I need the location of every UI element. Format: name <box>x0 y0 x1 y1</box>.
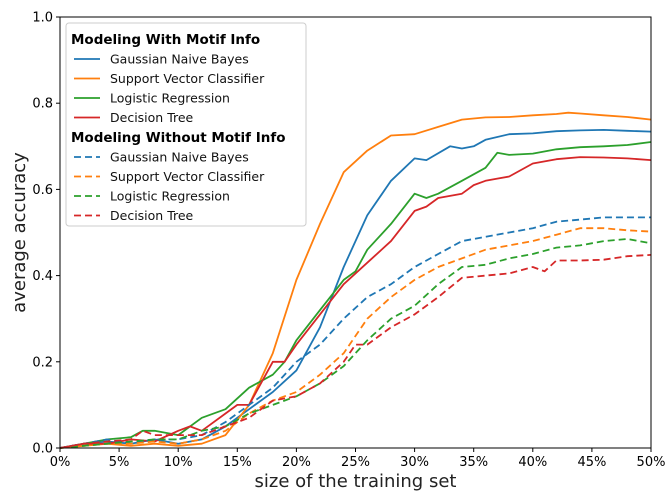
x-tick-label: 45% <box>577 455 606 470</box>
series-line-decision-tree-with-motif <box>59 156 652 449</box>
legend-box <box>65 22 307 227</box>
legend-entry: Gaussian Naive Bayes <box>110 150 249 165</box>
series-group-without-motif <box>59 216 652 449</box>
plot-area <box>59 111 652 449</box>
y-tick-label: 0.8 <box>32 97 53 112</box>
x-tick-label: 25% <box>341 455 370 470</box>
legend-entry: Support Vector Classifier <box>110 71 265 86</box>
x-axis: 0% 5% 10% 15% 20% 25% 30% 35% 40% 45% 50% <box>50 448 666 470</box>
x-tick-label: 40% <box>518 455 547 470</box>
series-line-decision-tree-without-motif <box>59 254 652 449</box>
legend-group-title: Modeling Without Motif Info <box>71 130 286 146</box>
x-tick-label: 10% <box>164 455 193 470</box>
x-tick-label: 30% <box>400 455 429 470</box>
legend-entry: Logistic Regression <box>110 91 230 106</box>
x-axis-label: size of the training set <box>255 471 457 492</box>
y-tick-label: 1.0 <box>32 11 53 26</box>
series-line-gaussian-naive-bayes-with-motif <box>59 128 652 449</box>
y-tick-label: 0.0 <box>32 442 53 457</box>
y-tick-label: 0.2 <box>32 355 53 370</box>
legend-entry: Support Vector Classifier <box>110 169 265 184</box>
x-tick-label: 0% <box>50 455 71 470</box>
legend-entry: Decision Tree <box>110 208 194 223</box>
legend-entry: Logistic Regression <box>110 189 230 204</box>
series-group-with-motif <box>59 111 652 449</box>
legend-entry: Decision Tree <box>110 110 194 125</box>
series-line-gaussian-naive-bayes-without-motif <box>59 216 651 449</box>
y-tick-label: 0.6 <box>32 183 53 198</box>
legend-entry: Gaussian Naive Bayes <box>110 52 249 67</box>
y-axis-label: average accuracy <box>9 152 30 313</box>
legend-group-title: Modeling With Motif Info <box>71 32 260 48</box>
series-line-support-vector-classifier-without-motif <box>59 227 652 449</box>
x-tick-label: 50% <box>637 455 666 470</box>
series-line-support-vector-classifier-with-motif <box>59 111 652 449</box>
series-line-logistic-regression-with-motif <box>59 141 652 449</box>
x-tick-label: 35% <box>459 455 488 470</box>
x-tick-label: 15% <box>223 455 252 470</box>
x-tick-label: 5% <box>109 455 130 470</box>
x-tick-label: 20% <box>282 455 311 470</box>
legend: Modeling With Motif Info Gaussian Naive B… <box>65 22 307 227</box>
y-axis: 0.0 0.2 0.4 0.6 0.8 1.0 <box>32 11 60 457</box>
y-tick-label: 0.4 <box>32 269 53 284</box>
